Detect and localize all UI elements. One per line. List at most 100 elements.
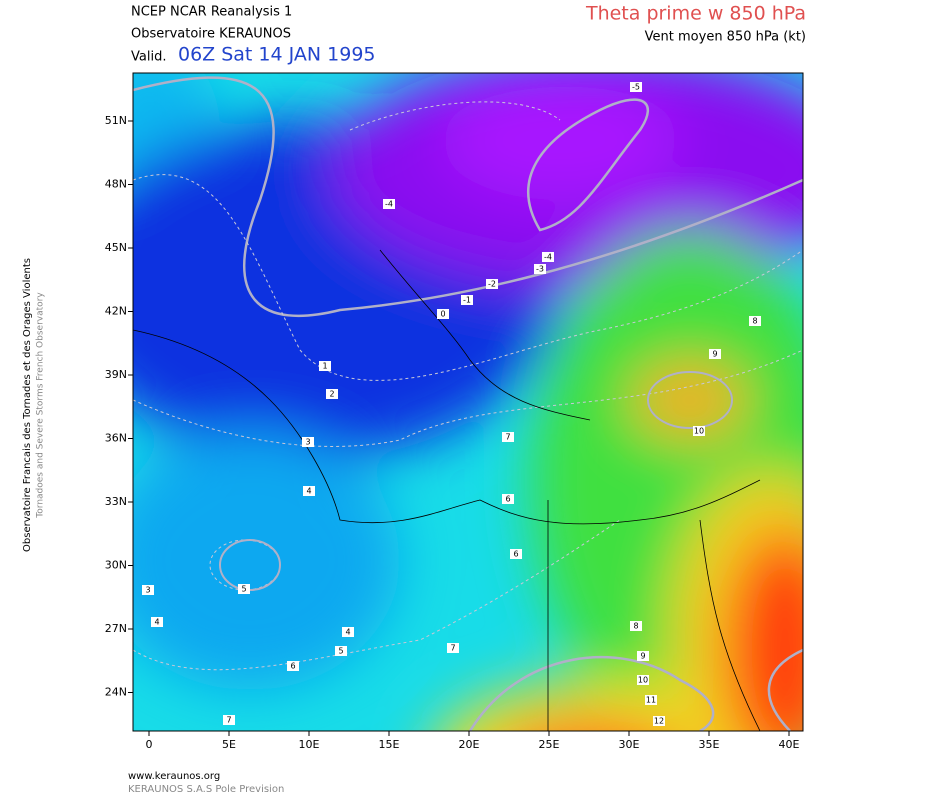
contour-label-text: 8: [752, 317, 757, 326]
contour-label-text: -1: [463, 296, 471, 305]
y-tick-label: 42N: [105, 305, 127, 318]
contour-label: 7: [447, 643, 459, 653]
contour-label: -4: [542, 252, 554, 262]
contour-label: 5: [335, 646, 347, 656]
contour-label-box: [326, 389, 338, 399]
footer-company: KERAUNOS S.A.S Pole Prevision: [128, 784, 284, 795]
contour-label-text: -4: [544, 253, 552, 262]
contour-label-text: 2: [329, 390, 334, 399]
contour-label: 6: [510, 549, 522, 559]
contour-label: 4: [303, 486, 315, 496]
contour-label-text: 3: [145, 586, 150, 595]
contour-label-box: [238, 584, 250, 594]
y-tick-label: 24N: [105, 686, 127, 699]
contour-label-box: [630, 82, 642, 92]
contour-label: 7: [502, 432, 514, 442]
contour-label-text: 5: [241, 585, 246, 594]
contour-label-text: 9: [640, 652, 645, 661]
contour-label-text: 1: [322, 362, 327, 371]
contour-label-text: 7: [450, 644, 455, 653]
contour-label-text: 6: [513, 550, 518, 559]
contour-label: 9: [637, 651, 649, 661]
contour-label-text: 6: [290, 662, 295, 671]
contour-label-box: [437, 309, 449, 319]
contour-label-text: 10: [694, 427, 704, 436]
contour-label-box: [142, 585, 154, 595]
contour-label-box: [653, 716, 665, 726]
side-text-en: Tornadoes and Severe Storms French Obser…: [36, 292, 46, 519]
contour-label-box: [693, 426, 705, 436]
source: Observatoire KERAUNOS: [131, 27, 291, 42]
contour-label: 8: [749, 316, 761, 326]
contour-label-text: 7: [226, 716, 231, 725]
contour-label-text: 12: [654, 717, 664, 726]
contour-label: 1: [319, 361, 331, 371]
contour-label: 2: [326, 389, 338, 399]
contour-label-box: [637, 651, 649, 661]
contour-label: 10: [693, 426, 705, 436]
contour-label-text: 8: [633, 622, 638, 631]
contour-label-box: [502, 494, 514, 504]
contour-label: -3: [534, 264, 546, 274]
contour-label-box: [486, 279, 498, 289]
contour-label-text: 3: [305, 438, 310, 447]
map-frame: [132, 72, 804, 732]
contour-label-box: [223, 715, 235, 725]
footer-url: www.keraunos.org: [128, 771, 220, 782]
contour-label: 6: [287, 661, 299, 671]
wind-legend: Vent moyen 850 hPa (kt): [645, 30, 806, 45]
contour-label-box: [335, 646, 347, 656]
x-tick-label: 35E: [699, 738, 720, 751]
x-tick-label: 30E: [619, 738, 640, 751]
y-tick-label: 48N: [105, 178, 127, 191]
x-tick-label: 40E: [779, 738, 800, 751]
contour-label-box: [461, 295, 473, 305]
contour-label: 9: [709, 349, 721, 359]
contour-label-box: [342, 627, 354, 637]
contour-label: 0: [437, 309, 449, 319]
x-tick-label: 5E: [222, 738, 236, 751]
contour-label: 7: [223, 715, 235, 725]
contour-label: -1: [461, 295, 473, 305]
contour-label-box: [534, 264, 546, 274]
contour-label: 11: [645, 695, 657, 705]
y-tick-label: 30N: [105, 559, 127, 572]
contour-label: 8: [630, 621, 642, 631]
contour-label-text: 10: [638, 676, 648, 685]
contour-label-box: [630, 621, 642, 631]
y-tick-label: 36N: [105, 432, 127, 445]
contour-label: 10: [637, 675, 649, 685]
contour-label-box: [303, 486, 315, 496]
contour-label-text: -3: [536, 265, 544, 274]
contour-label-text: 0: [440, 310, 445, 319]
contour-label-text: 11: [646, 696, 656, 705]
x-tick-label: 0: [146, 738, 153, 751]
contour-label-text: -5: [632, 83, 640, 92]
contour-label: 3: [302, 437, 314, 447]
contour-label-box: [542, 252, 554, 262]
contour-label-box: [645, 695, 657, 705]
contour-label-box: [287, 661, 299, 671]
side-text: Observatoire Francais des Tornades et de…: [22, 258, 33, 552]
contour-label: 3: [142, 585, 154, 595]
valid-time: 06Z Sat 14 JAN 1995: [178, 44, 376, 66]
contour-label: 12: [653, 716, 665, 726]
contour-label-box: [749, 316, 761, 326]
contour-label-box: [709, 349, 721, 359]
x-tick-label: 15E: [379, 738, 400, 751]
contour-label-box: [319, 361, 331, 371]
contour-label-text: 7: [505, 433, 510, 442]
x-tick-label: 20E: [459, 738, 480, 751]
contour-label: 4: [342, 627, 354, 637]
contour-label-text: -2: [488, 280, 496, 289]
contour-label: 6: [502, 494, 514, 504]
contour-label-box: [502, 432, 514, 442]
parameter: Theta prime w 850 hPa: [585, 3, 806, 25]
contour-label: 5: [238, 584, 250, 594]
valid-prefix: Valid.: [131, 50, 166, 65]
y-tick-label: 33N: [105, 495, 127, 508]
contour-label-text: -4: [385, 200, 393, 209]
contour-label-box: [510, 549, 522, 559]
contour-label-text: 5: [338, 647, 343, 656]
